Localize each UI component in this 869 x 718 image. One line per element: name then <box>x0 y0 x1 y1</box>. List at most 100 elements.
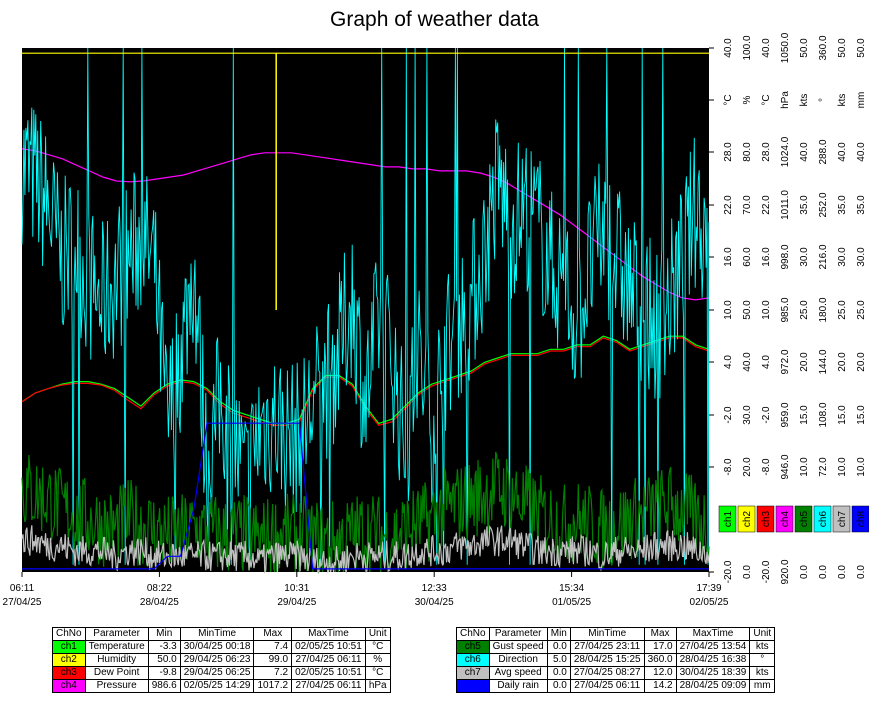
legend-cell-min: 0.0 <box>546 640 571 654</box>
legend-cell-ch: ch5 <box>456 640 490 654</box>
legend-cell-min: 5.0 <box>546 653 571 667</box>
axis-tick-label: 985.0 <box>780 297 791 322</box>
legend-cell-param: Direction <box>488 653 548 667</box>
axis-tick-label: 50.0 <box>799 38 810 58</box>
legend-cell-max: 1017.2 <box>253 679 293 693</box>
legend-cell-maxtime: 27/04/25 06:11 <box>291 653 366 667</box>
legend-cell-max: 99.0 <box>253 653 293 667</box>
legend-cell-param: Gust speed <box>488 640 548 654</box>
axis-tick-label: 50.0 <box>742 300 753 320</box>
legend-header-cell: Unit <box>749 627 776 641</box>
axis-unit-label: hPa <box>780 91 791 109</box>
axis-tick-label: 0.0 <box>837 565 848 579</box>
axis-tick-label: -20.0 <box>723 560 734 583</box>
axis-tick-label: 40.0 <box>761 38 772 58</box>
x-tick-date: 27/04/25 <box>3 597 42 608</box>
legend-cell-max: 360.0 <box>643 653 677 667</box>
legend-table-left: ChNo Parameter Min MinTime Max MaxTime Unit ch… <box>52 627 391 693</box>
legend-cell-mintime: 30/04/25 00:18 <box>179 640 255 654</box>
legend-cell-ch: ch7 <box>456 666 490 680</box>
legend-cell-ch: ch2 <box>52 653 86 667</box>
legend-cell-param: Temperature <box>84 640 149 654</box>
axis-tick-label: 288.0 <box>818 139 829 164</box>
axis-tick-label: 50.0 <box>837 38 848 58</box>
axis-tick-label: 25.0 <box>856 300 867 320</box>
axis-tick-label: 20.0 <box>837 352 848 372</box>
legend-cell-mintime: 27/04/25 08:27 <box>569 666 645 680</box>
legend-cell-mintime: 27/04/25 23:11 <box>569 640 645 654</box>
axis-tick-label: 40.0 <box>723 38 734 58</box>
legend-header-cell: Max <box>643 627 677 641</box>
axis-tick-label: 60.0 <box>742 247 753 267</box>
axis-tick-label: 0.0 <box>742 565 753 579</box>
legend-cell-maxtime: 02/05/25 10:51 <box>291 640 366 654</box>
channel-button-ch2 <box>737 505 756 533</box>
series-line-ch7 <box>21 524 710 575</box>
axis-tick-label: 40.0 <box>799 142 810 162</box>
legend-cell-maxtime: 28/04/25 16:38 <box>675 653 751 667</box>
axis-tick-label: 10.0 <box>723 300 734 320</box>
legend-cell-maxtime: 27/04/25 06:11 <box>291 679 366 693</box>
axis-unit-label: % <box>742 95 753 104</box>
channel-button-ch5 <box>794 505 813 533</box>
legend-cell-param: Avg speed <box>488 666 548 680</box>
channel-button-label: ch6 <box>818 511 829 528</box>
axis-tick-label: 25.0 <box>799 300 810 320</box>
legend-header-cell: Max <box>253 627 293 641</box>
x-tick-date: 28/04/25 <box>140 597 179 608</box>
axis-tick-label: 1024.0 <box>780 136 791 167</box>
axis-tick-label: 20.0 <box>856 352 867 372</box>
channel-button-label: ch2 <box>742 511 753 528</box>
x-tick-time: 08:22 <box>147 583 172 594</box>
axis-tick-label: 216.0 <box>818 244 829 269</box>
axis-tick-label: 30.0 <box>742 405 753 425</box>
axis-tick-label: 35.0 <box>799 195 810 215</box>
legend-cell-mintime: 02/05/25 14:29 <box>179 679 255 693</box>
legend-cell-mintime: 29/04/25 06:25 <box>179 666 255 680</box>
axis-tick-label: 4.0 <box>761 355 772 369</box>
series-layer <box>21 47 710 575</box>
axis-tick-label: 10.0 <box>761 300 772 320</box>
axis-tick-label: 16.0 <box>761 247 772 267</box>
legend-cell-mintime: 27/04/25 06:11 <box>569 679 645 693</box>
legend-cell-mintime: 28/04/25 15:25 <box>569 653 645 667</box>
axis-tick-label: -2.0 <box>761 406 772 424</box>
legend-cell-maxtime: 28/04/25 09:09 <box>675 679 751 693</box>
channel-button-label: ch5 <box>799 511 810 528</box>
legend-cell-param: Pressure <box>84 679 149 693</box>
legend-cell-min: -9.8 <box>147 666 181 680</box>
x-tick-time: 15:34 <box>559 583 584 594</box>
legend-header-cell: Unit <box>364 627 391 641</box>
axis-tick-label: 0.0 <box>818 565 829 579</box>
channel-button-ch6 <box>813 505 832 533</box>
legend-cell-unit: °C <box>364 640 391 654</box>
axis-tick-label: -8.0 <box>723 458 734 476</box>
axis-tick-label: 40.0 <box>837 142 848 162</box>
legend-cell-max: 17.0 <box>643 640 677 654</box>
x-tick-date: 02/05/25 <box>690 597 729 608</box>
legend-cell-mintime: 29/04/25 06:23 <box>179 653 255 667</box>
channel-button-label: ch1 <box>723 511 734 528</box>
legend-header-cell: Parameter <box>488 627 548 641</box>
axis-tick-label: 0.0 <box>799 565 810 579</box>
axis-tick-label: 998.0 <box>780 244 791 269</box>
legend-header-cell: Min <box>147 627 181 641</box>
axis-tick-label: 80.0 <box>742 142 753 162</box>
axis-tick-label: 15.0 <box>837 405 848 425</box>
legend-cell-maxtime: 30/04/25 18:39 <box>675 666 751 680</box>
legend-cell-unit: hPa <box>364 679 391 693</box>
legend-cell-param: Humidity <box>84 653 149 667</box>
axis-tick-label: 20.0 <box>742 457 753 477</box>
chart-title: Graph of weather data <box>330 8 539 31</box>
x-tick-time: 17:39 <box>696 583 721 594</box>
legend-header-cell: ChNo <box>52 627 86 641</box>
legend-header-cell: Min <box>546 627 571 641</box>
legend-cell-ch: ch8 <box>456 679 490 693</box>
legend-header-cell: MaxTime <box>291 627 366 641</box>
axis-unit-label: °C <box>761 94 772 105</box>
legend-header-cell: Parameter <box>84 627 149 641</box>
axis-tick-label: 22.0 <box>761 195 772 215</box>
axis-tick-label: 28.0 <box>761 142 772 162</box>
legend-header-cell: MinTime <box>179 627 255 641</box>
legend-row: ch4 Pressure 986.6 02/05/25 14:29 1017.2 27/0… <box>52 679 391 693</box>
